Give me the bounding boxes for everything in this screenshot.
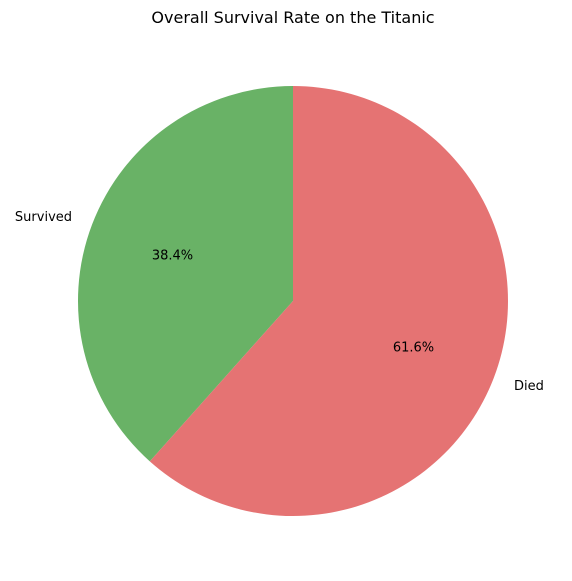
pie-category-label-died: Died	[514, 379, 544, 394]
pie-value-label-survived: 38.4%	[152, 249, 193, 264]
pie-labels: 38.4% Survived 61.6% Died	[15, 210, 544, 394]
pie-value-label-died: 61.6%	[393, 340, 434, 355]
chart-title: Overall Survival Rate on the Titanic	[151, 8, 434, 27]
pie-slice-died	[149, 86, 508, 517]
pie-slices	[77, 86, 508, 517]
pie-slice-survived	[77, 86, 293, 462]
pie-category-label-survived: Survived	[15, 210, 72, 225]
